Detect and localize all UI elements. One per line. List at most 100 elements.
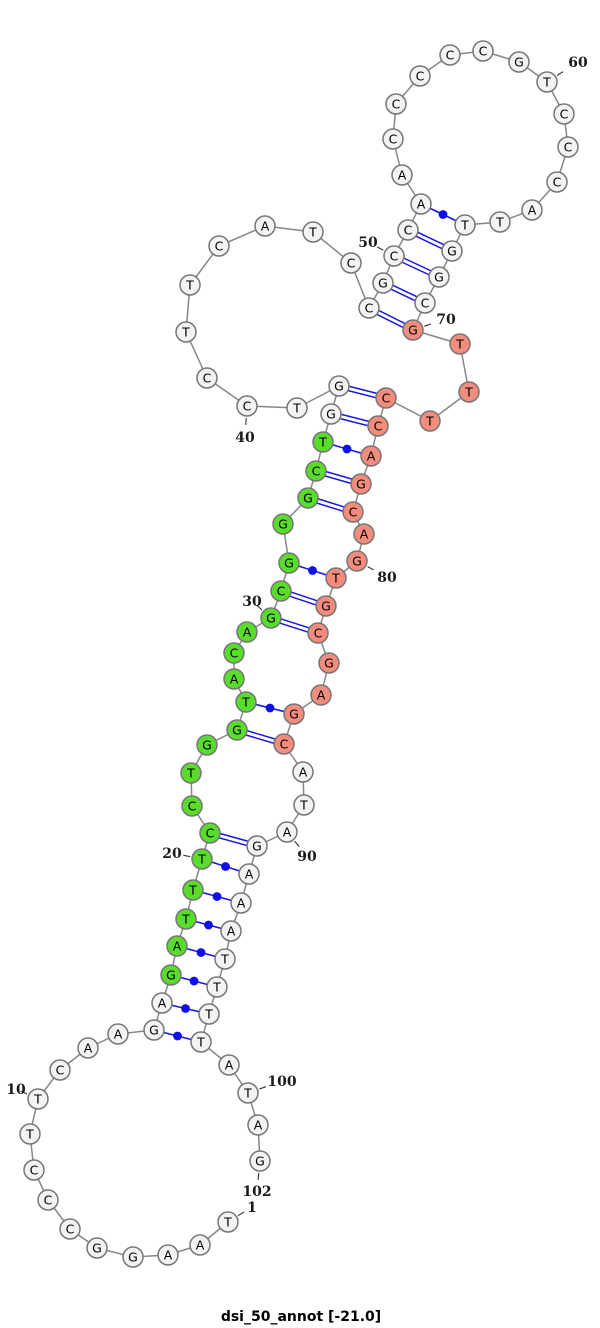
nucleotide-circle-66 [454, 214, 476, 236]
nucleotide-circle-48 [358, 297, 380, 319]
nucleotide-circle-60 [536, 71, 558, 93]
nucleotide-circle-71 [449, 333, 471, 355]
nucleotide-circle-49 [372, 272, 394, 294]
nucleotide-circle-75 [367, 415, 389, 437]
weak-bond-dot [221, 862, 230, 871]
nucleotide-circle-51 [397, 219, 419, 241]
nucleotide-circle-69 [414, 292, 436, 314]
nucleotide-circle-72 [458, 381, 480, 403]
weak-bond-dot [181, 1004, 190, 1013]
nucleotide-circle-6 [59, 1218, 81, 1240]
nucleotide-circle-35 [305, 460, 327, 482]
nucleotide-circle-90 [276, 821, 298, 843]
nucleotide-circle-59 [508, 51, 530, 73]
nucleotide-circle-8 [23, 1159, 45, 1181]
nucleotide-circle-40 [236, 395, 258, 417]
nucleotide-circle-85 [310, 684, 332, 706]
position-label-10: 10 [6, 1082, 26, 1098]
nucleotide-circle-70 [402, 319, 424, 341]
nucleotide-circle-74 [375, 387, 397, 409]
nucleotide-circle-62 [557, 136, 579, 158]
weak-bond-dot [212, 892, 222, 901]
nucleotide-circle-42 [175, 321, 197, 343]
nucleotide-circle-10 [27, 1088, 49, 1110]
nucleotide-circle-55 [385, 93, 407, 115]
nucleotide-circle-3 [157, 1244, 179, 1266]
backbone-layer [29, 50, 569, 1258]
position-label-1: 1 [247, 1200, 257, 1216]
nucleotide-circle-57 [439, 44, 461, 66]
label-tick [367, 566, 375, 571]
nucleotide-circle-102 [249, 1150, 271, 1172]
label-tick [294, 840, 300, 847]
nucleotide-circle-33 [272, 513, 294, 535]
label-tick [256, 604, 263, 611]
nucleotide-circle-41 [196, 367, 218, 389]
nucleotide-circle-22 [181, 795, 203, 817]
nucleotide-circle-53 [391, 164, 413, 186]
nucleotide-circle-87 [273, 733, 295, 755]
position-label-80: 80 [377, 570, 397, 586]
nucleotide-circle-86 [283, 703, 305, 725]
nucleotide-circle-94 [220, 920, 242, 942]
nucleotide-circle-98 [190, 1031, 212, 1053]
nucleotide-circle-36 [312, 431, 334, 453]
nucleotide-circle-50 [383, 245, 405, 267]
nucleotide-circle-38 [328, 375, 350, 397]
nucleotide-circle-91 [246, 835, 268, 857]
position-label-30: 30 [242, 594, 262, 610]
nucleotide-circle-16 [160, 964, 182, 986]
label-tick [377, 246, 384, 251]
nucleotide-circle-64 [521, 199, 543, 221]
weak-bond-dot [265, 703, 275, 713]
nucleotide-circle-77 [350, 473, 372, 495]
label-tick [257, 1172, 260, 1180]
nucleotide-circle-80 [346, 550, 368, 572]
nucleotide-circle-84 [318, 652, 340, 674]
nucleotide-circle-32 [278, 552, 300, 574]
nucleotide-circle-79 [353, 523, 375, 545]
nucleotide-circle-67 [441, 240, 463, 262]
position-label-102: 102 [242, 1184, 271, 1200]
nucleotide-circle-21 [199, 822, 221, 844]
nucleotide-circle-18 [175, 908, 197, 930]
nucleotide-circle-4 [122, 1246, 144, 1268]
nucleotide-circle-25 [226, 719, 248, 741]
nucleotide-circle-56 [409, 65, 431, 87]
label-tick [20, 1090, 28, 1095]
nucleotide-circle-13 [107, 1023, 129, 1045]
nucleotide-circle-92 [238, 863, 260, 885]
position-label-50: 50 [358, 235, 378, 251]
nucleotide-circle-37 [320, 403, 342, 425]
nucleotide-circle-26 [235, 691, 257, 713]
nucleotide-circle-9 [19, 1123, 41, 1145]
nucleotide-circle-82 [315, 595, 337, 617]
nucleotide-circle-12 [77, 1037, 99, 1059]
nucleotide-circle-15 [151, 992, 173, 1014]
nucleotide-circle-78 [342, 501, 364, 523]
nucleotide-circle-46 [302, 221, 324, 243]
nucleotide-circle-31 [270, 580, 292, 602]
weak-bond-dot [308, 566, 317, 575]
nucleotide-circle-19 [182, 879, 204, 901]
nucleotide-circle-83 [307, 622, 329, 644]
nucleotide-circle-27 [223, 668, 245, 690]
nucleotide-circle-34 [297, 487, 319, 509]
nucleotide-circle-45 [254, 215, 276, 237]
nucleotide-circle-73 [419, 410, 441, 432]
nucleotide-circle-76 [360, 445, 382, 467]
nucleotide-circle-23 [180, 762, 202, 784]
label-tick [237, 1211, 245, 1217]
nucleotide-circle-100 [237, 1082, 259, 1104]
nucleotide-circle-44 [208, 235, 230, 257]
nucleotide-circle-61 [553, 103, 575, 125]
position-label-60: 60 [568, 55, 588, 71]
nucleotide-circle-14 [143, 1019, 165, 1041]
label-tick [259, 1086, 267, 1090]
nucleotide-circle-58 [472, 40, 494, 62]
weak-bond-dot [173, 1031, 182, 1041]
nucleotide-circle-63 [546, 171, 568, 193]
nucleotide-circle-89 [293, 794, 315, 816]
